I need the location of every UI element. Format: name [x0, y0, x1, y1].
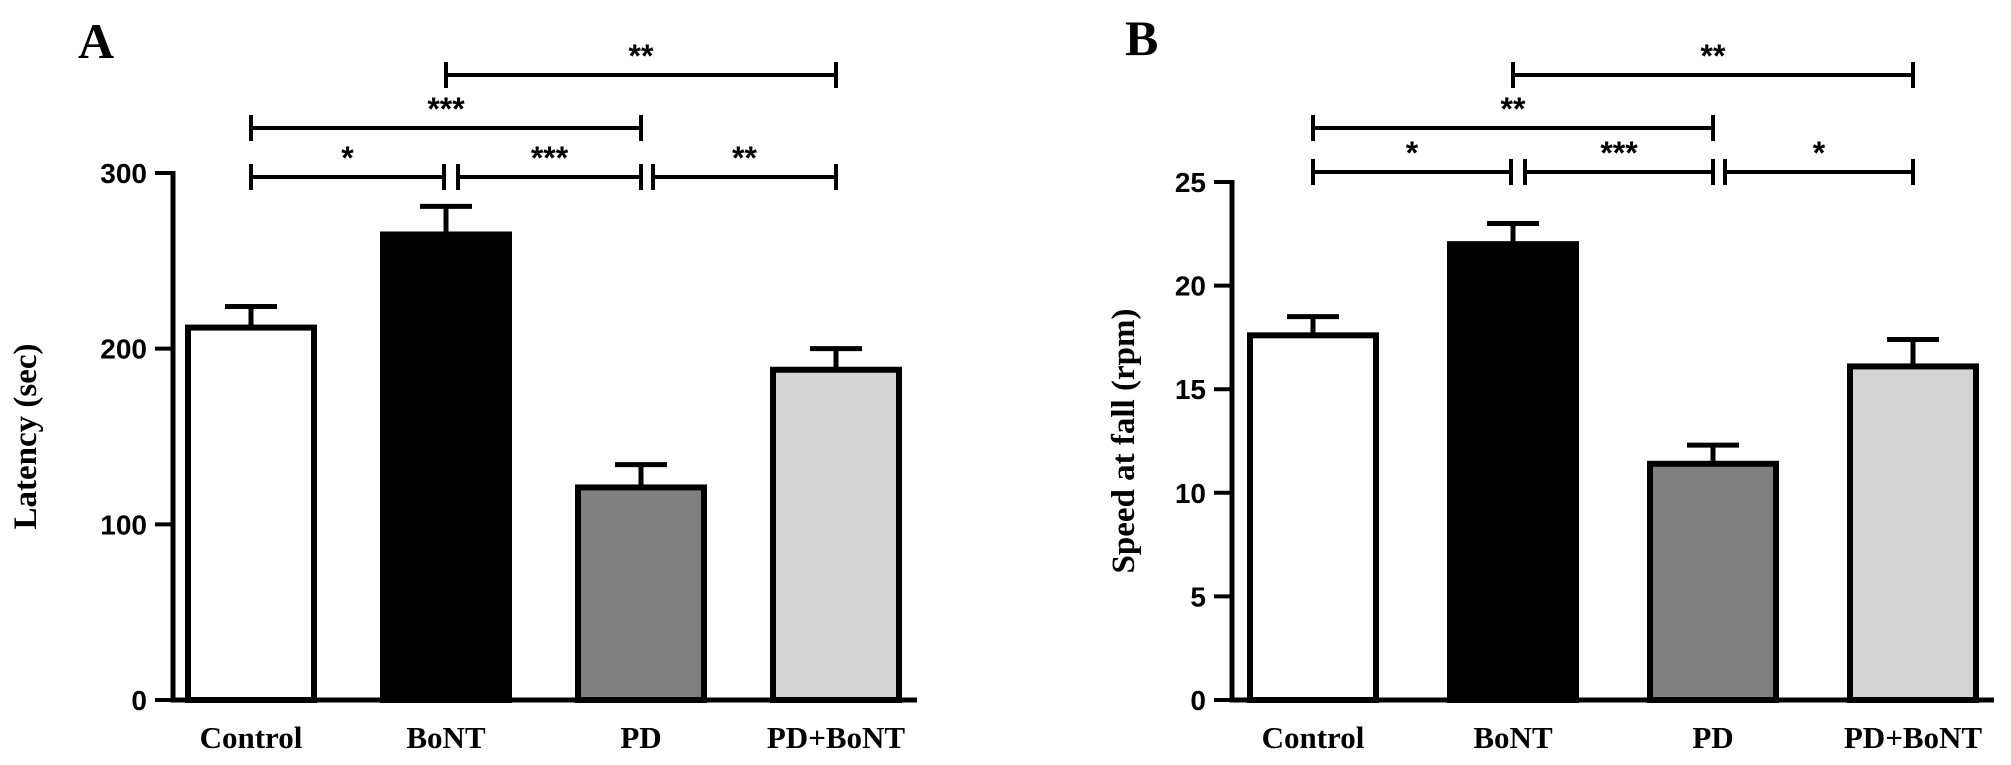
x-category-label: PD	[620, 720, 661, 755]
significance-label: ***	[531, 140, 569, 176]
y-tick-label: 300	[100, 158, 147, 189]
significance-label: **	[1701, 38, 1726, 74]
bar-pd	[575, 484, 707, 703]
bar-pd	[1647, 460, 1779, 703]
significance-label: **	[1501, 91, 1526, 127]
x-category-label: PD+BoNT	[767, 720, 906, 755]
y-tick-label: 25	[1175, 167, 1206, 198]
bar-pd-bont	[770, 366, 902, 703]
x-category-label: BoNT	[406, 720, 486, 755]
bar-bont	[1447, 241, 1579, 703]
x-category-label: PD+BoNT	[1844, 720, 1983, 755]
significance-label: **	[732, 140, 757, 176]
y-tick-label: 15	[1175, 374, 1206, 405]
x-category-label: PD	[1692, 720, 1733, 755]
significance-label: **	[629, 38, 654, 74]
significance-label: ***	[1600, 135, 1638, 171]
y-tick-label: 200	[100, 334, 147, 365]
y-tick-label: 5	[1190, 581, 1206, 612]
bar-control	[185, 324, 317, 703]
y-tick-label: 10	[1175, 478, 1206, 509]
y-tick-label: 20	[1175, 271, 1206, 302]
x-category-label: Control	[1262, 720, 1365, 755]
bar-pd-bont	[1847, 363, 1979, 703]
y-axis-title: Speed at fall (rpm)	[1106, 309, 1142, 574]
significance-label: ***	[427, 91, 465, 127]
significance-label: *	[1406, 135, 1419, 171]
x-category-label: Control	[200, 720, 303, 755]
bar-control	[1247, 332, 1379, 703]
y-tick-label: 0	[131, 685, 147, 716]
y-tick-label: 0	[1190, 685, 1206, 716]
panel-letter: A	[78, 13, 114, 69]
y-axis-title: Latency (sec)	[8, 343, 44, 529]
bar-bont	[380, 231, 512, 703]
significance-label: *	[341, 140, 354, 176]
y-tick-label: 100	[100, 509, 147, 540]
x-category-label: BoNT	[1473, 720, 1553, 755]
significance-label: *	[1813, 135, 1826, 171]
panel-letter: B	[1125, 10, 1158, 66]
